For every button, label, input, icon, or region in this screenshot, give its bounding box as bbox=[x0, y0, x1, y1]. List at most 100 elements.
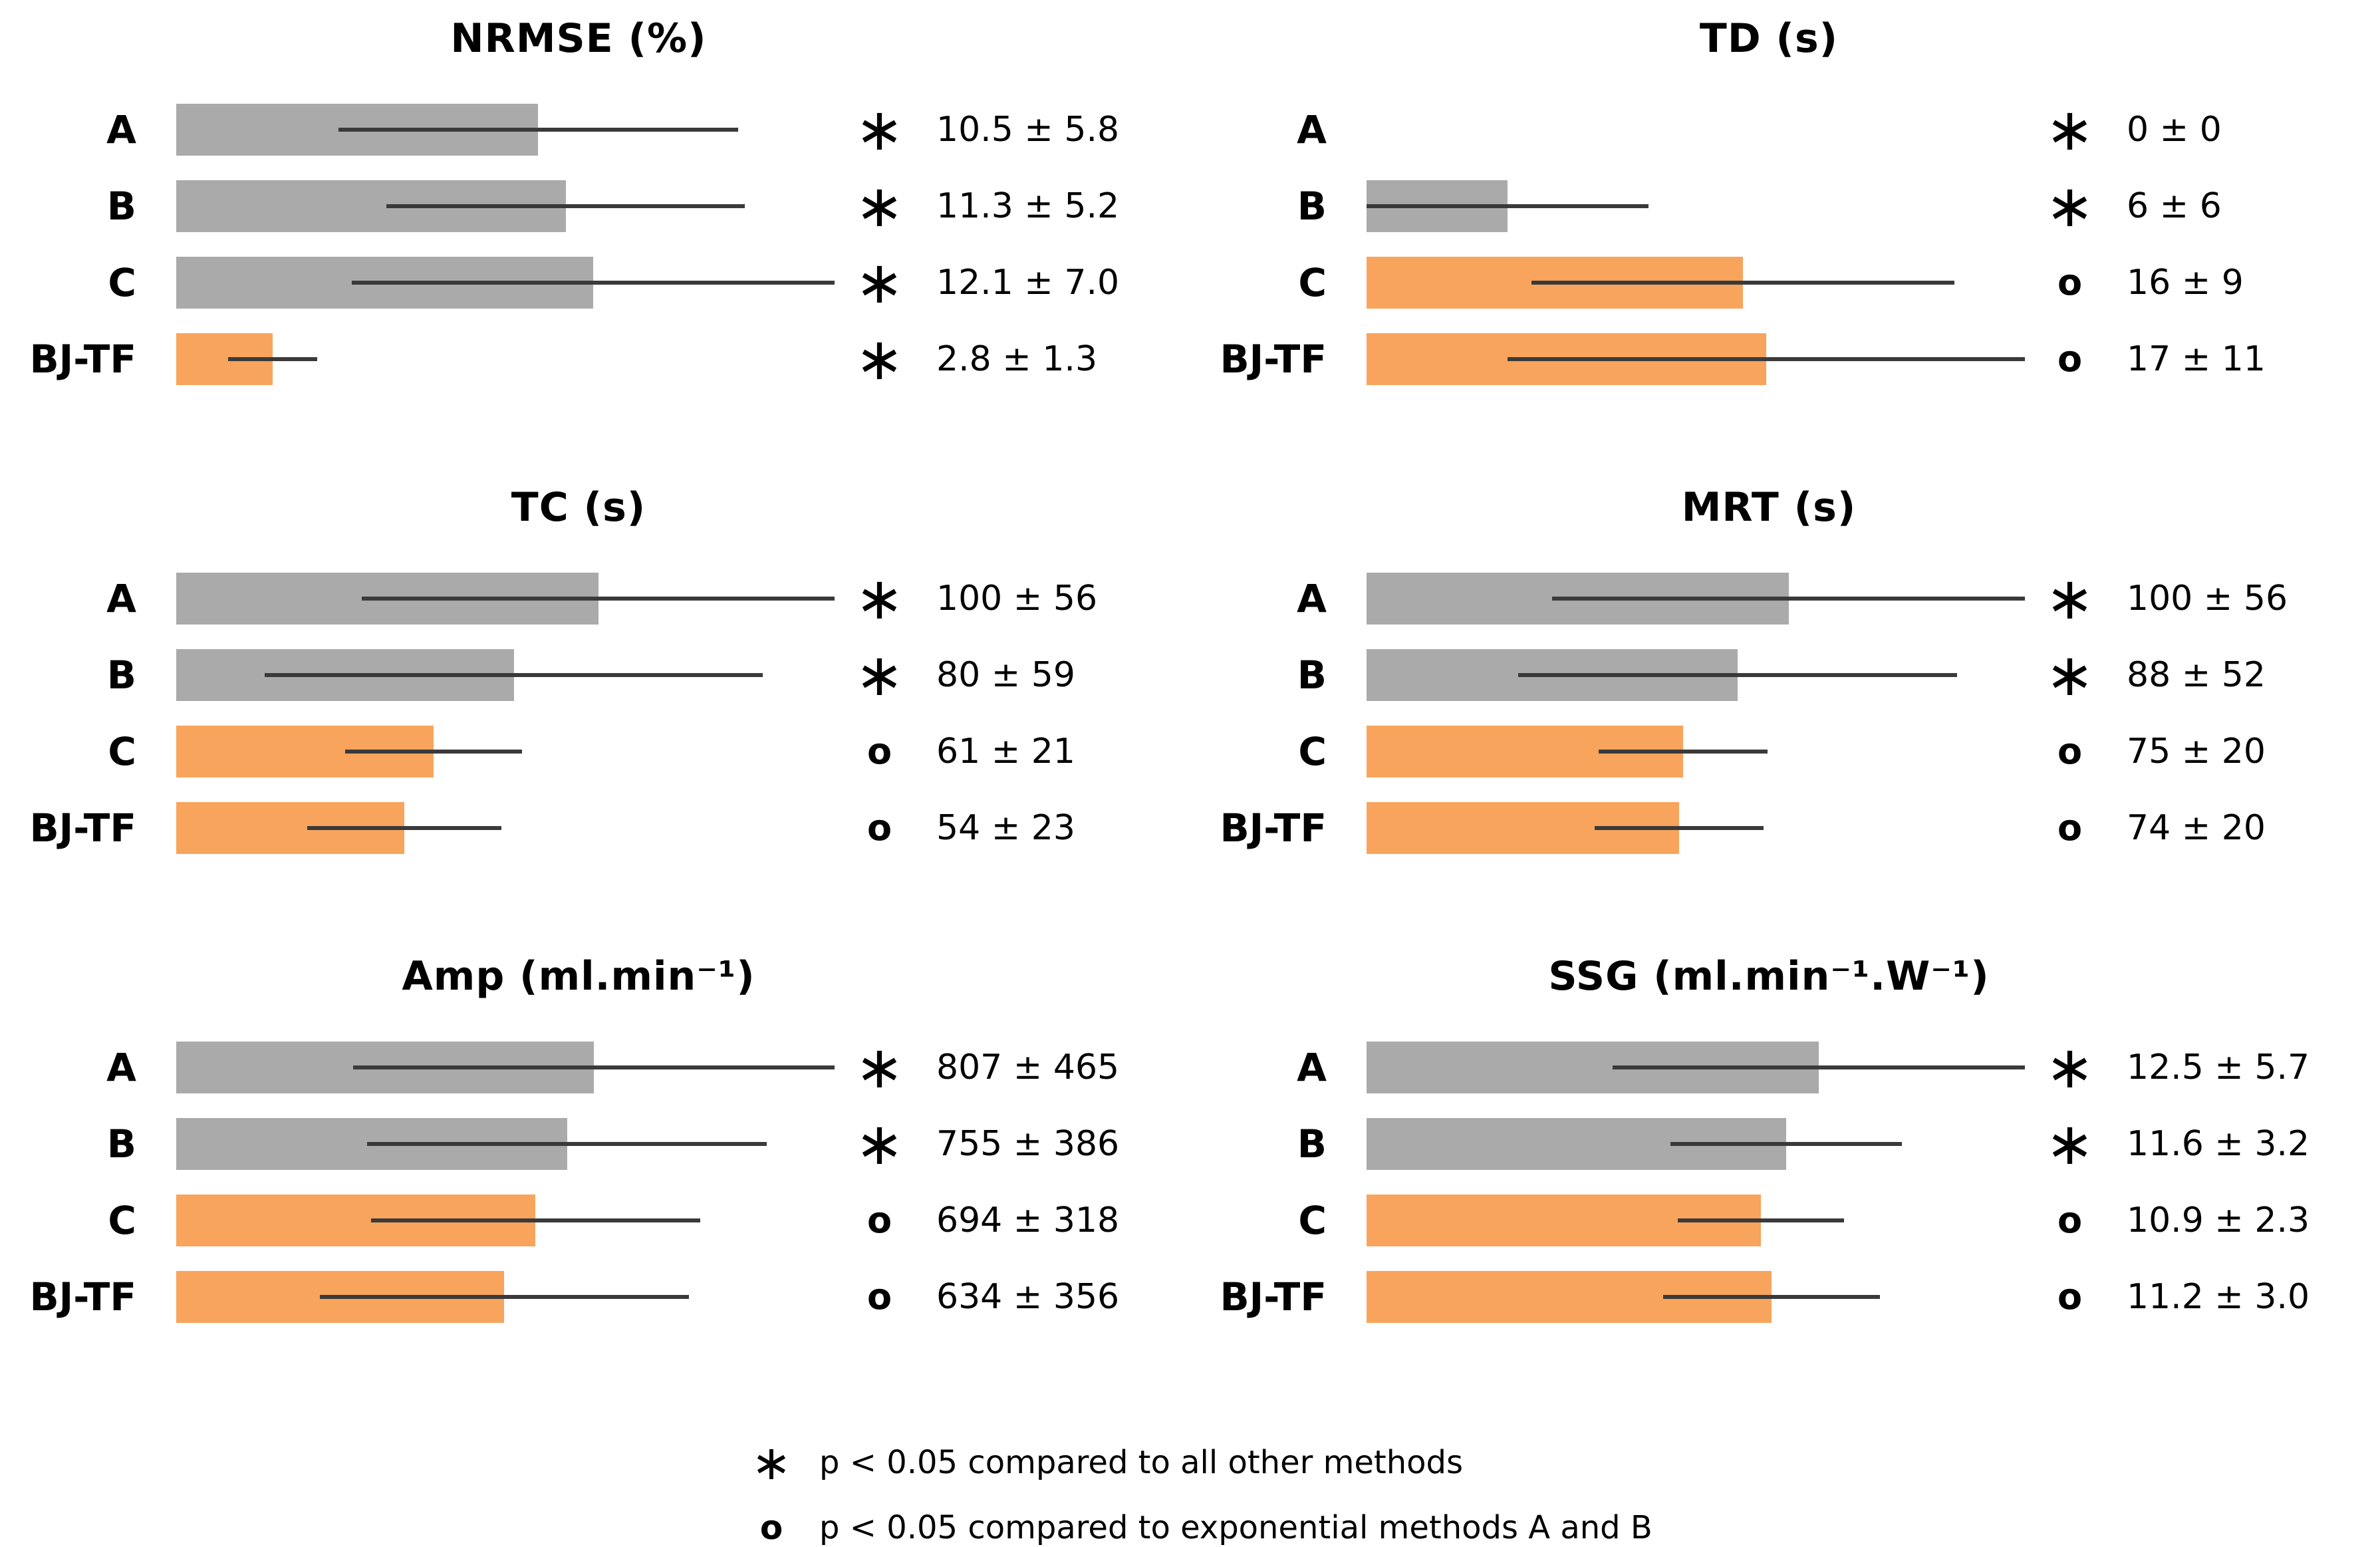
chart-panel: TC (s) A ∗ 100 ± 56 B ∗ 80 ± 59 C o 61 ±… bbox=[0, 477, 1190, 946]
bar-row: A ∗ 10.5 ± 5.8 bbox=[0, 95, 1190, 164]
plot-area bbox=[176, 1195, 835, 1246]
error-bar bbox=[320, 1295, 689, 1299]
error-bar bbox=[338, 128, 738, 132]
error-bar bbox=[1518, 673, 1958, 677]
value-label: 11.6 ± 3.2 bbox=[2127, 1124, 2310, 1164]
category-label: A bbox=[1297, 107, 1327, 152]
asterisk-icon: ∗ bbox=[2045, 1109, 2095, 1178]
plot-area bbox=[1367, 180, 2025, 232]
panel-rows: A ∗ 807 ± 465 B ∗ 755 ± 386 C o 694 ± 31… bbox=[0, 1038, 1190, 1323]
bar-row: A ∗ 0 ± 0 bbox=[1190, 95, 2380, 164]
bar-row: C o 75 ± 20 bbox=[1190, 726, 2380, 777]
panel-rows: A ∗ 12.5 ± 5.7 B ∗ 11.6 ± 3.2 C o 10.9 ±… bbox=[1190, 1033, 2380, 1323]
category-label: C bbox=[1298, 260, 1327, 305]
bar-row: C o 61 ± 21 bbox=[0, 726, 1190, 777]
circle-icon: o bbox=[866, 730, 892, 772]
asterisk-icon: ∗ bbox=[855, 325, 904, 393]
plot-area bbox=[1367, 333, 2025, 385]
panel-title: SSG (ml.min⁻¹.W⁻¹) bbox=[1548, 953, 1990, 1000]
legend: ∗ p < 0.05 compared to all other methods… bbox=[739, 1439, 2380, 1547]
plot-area bbox=[1367, 1271, 2025, 1323]
category-label: A bbox=[106, 1045, 136, 1090]
plot-area bbox=[1367, 726, 2025, 777]
panel-title: NRMSE (%) bbox=[450, 15, 707, 62]
asterisk-icon: ∗ bbox=[751, 1435, 792, 1490]
asterisk-icon: ∗ bbox=[855, 95, 904, 164]
bar-row: B ∗ 80 ± 59 bbox=[0, 646, 1190, 704]
error-bar bbox=[265, 673, 763, 677]
category-label: C bbox=[1298, 729, 1327, 774]
category-label: C bbox=[108, 1198, 136, 1243]
plot-area bbox=[1367, 1118, 2025, 1170]
bar-row: B ∗ 11.6 ± 3.2 bbox=[1190, 1109, 2380, 1178]
category-label: BJ-TF bbox=[29, 1274, 136, 1320]
error-bar bbox=[1677, 1218, 1845, 1222]
category-label: B bbox=[106, 1121, 136, 1167]
asterisk-icon: ∗ bbox=[2045, 172, 2095, 240]
error-bar bbox=[353, 1065, 835, 1069]
error-bar bbox=[227, 357, 318, 361]
error-bar bbox=[386, 204, 745, 208]
asterisk-icon: ∗ bbox=[2045, 1033, 2095, 1101]
chart-panel: NRMSE (%) A ∗ 10.5 ± 5.8 B ∗ 11.3 ± 5.2 … bbox=[0, 8, 1190, 477]
chart-panel: SSG (ml.min⁻¹.W⁻¹) A ∗ 12.5 ± 5.7 B ∗ 11… bbox=[1190, 946, 2380, 1415]
bar-row: C o 694 ± 318 bbox=[0, 1195, 1190, 1246]
error-bar bbox=[1599, 750, 1768, 754]
value-label: 755 ± 386 bbox=[936, 1124, 1120, 1164]
panel-title: MRT (s) bbox=[1681, 484, 1857, 531]
plot-area bbox=[176, 573, 835, 625]
category-label: BJ-TF bbox=[1220, 337, 1327, 382]
category-label: C bbox=[1298, 1198, 1327, 1243]
value-label: 80 ± 59 bbox=[936, 655, 1075, 695]
category-label: B bbox=[1297, 184, 1327, 229]
value-label: 54 ± 23 bbox=[936, 808, 1075, 848]
category-label: C bbox=[108, 260, 136, 305]
category-label: C bbox=[108, 729, 136, 774]
bar-row: BJ-TF o 54 ± 23 bbox=[0, 802, 1190, 854]
plot-area bbox=[1367, 649, 2025, 701]
panel-rows: A ∗ 100 ± 56 B ∗ 80 ± 59 C o 61 ± 21 BJ-… bbox=[0, 564, 1190, 854]
error-bar bbox=[1670, 1142, 1903, 1146]
value-label: 2.8 ± 1.3 bbox=[936, 339, 1098, 379]
panel-title: Amp (ml.min⁻¹) bbox=[402, 953, 755, 1000]
asterisk-icon: ∗ bbox=[2045, 95, 2095, 164]
value-label: 100 ± 56 bbox=[2127, 579, 2288, 619]
category-label: A bbox=[106, 576, 136, 621]
asterisk-icon: ∗ bbox=[855, 564, 904, 633]
circle-icon: o bbox=[2057, 338, 2083, 380]
category-label: BJ-TF bbox=[29, 337, 136, 382]
error-bar bbox=[370, 1218, 700, 1222]
error-bar bbox=[1531, 281, 1954, 285]
chart-panel: Amp (ml.min⁻¹) A ∗ 807 ± 465 B ∗ 755 ± 3… bbox=[0, 946, 1190, 1415]
category-label: A bbox=[106, 107, 136, 152]
bar-row: C o 10.9 ± 2.3 bbox=[1190, 1195, 2380, 1246]
category-label: BJ-TF bbox=[1220, 805, 1327, 851]
bar-row: A ∗ 12.5 ± 5.7 bbox=[1190, 1033, 2380, 1101]
asterisk-icon: ∗ bbox=[2045, 640, 2095, 709]
plot-area bbox=[1367, 1042, 2025, 1093]
error-bar bbox=[1552, 597, 2025, 601]
value-label: 10.9 ± 2.3 bbox=[2127, 1200, 2310, 1240]
value-label: 11.3 ± 5.2 bbox=[936, 186, 1120, 226]
category-label: A bbox=[1297, 576, 1327, 621]
category-label: B bbox=[1297, 652, 1327, 698]
plot-area bbox=[176, 180, 835, 232]
asterisk-icon: ∗ bbox=[855, 248, 904, 317]
value-label: 11.2 ± 3.0 bbox=[2127, 1277, 2310, 1317]
plot-area bbox=[176, 1118, 835, 1170]
plot-area bbox=[1367, 104, 2025, 156]
category-label: B bbox=[106, 184, 136, 229]
circle-icon: o bbox=[2057, 1276, 2083, 1318]
circle-icon: o bbox=[866, 807, 892, 849]
panels-grid: NRMSE (%) A ∗ 10.5 ± 5.8 B ∗ 11.3 ± 5.2 … bbox=[0, 8, 2380, 1415]
category-label: BJ-TF bbox=[1220, 1274, 1327, 1320]
plot-area bbox=[176, 333, 835, 385]
value-label: 74 ± 20 bbox=[2127, 808, 2266, 848]
value-label: 10.5 ± 5.8 bbox=[936, 110, 1120, 150]
circle-icon: o bbox=[759, 1508, 783, 1547]
value-label: 75 ± 20 bbox=[2127, 732, 2266, 772]
asterisk-icon: ∗ bbox=[855, 172, 904, 240]
plot-area bbox=[1367, 1195, 2025, 1246]
bar-row: BJ-TF ∗ 2.8 ± 1.3 bbox=[0, 325, 1190, 393]
